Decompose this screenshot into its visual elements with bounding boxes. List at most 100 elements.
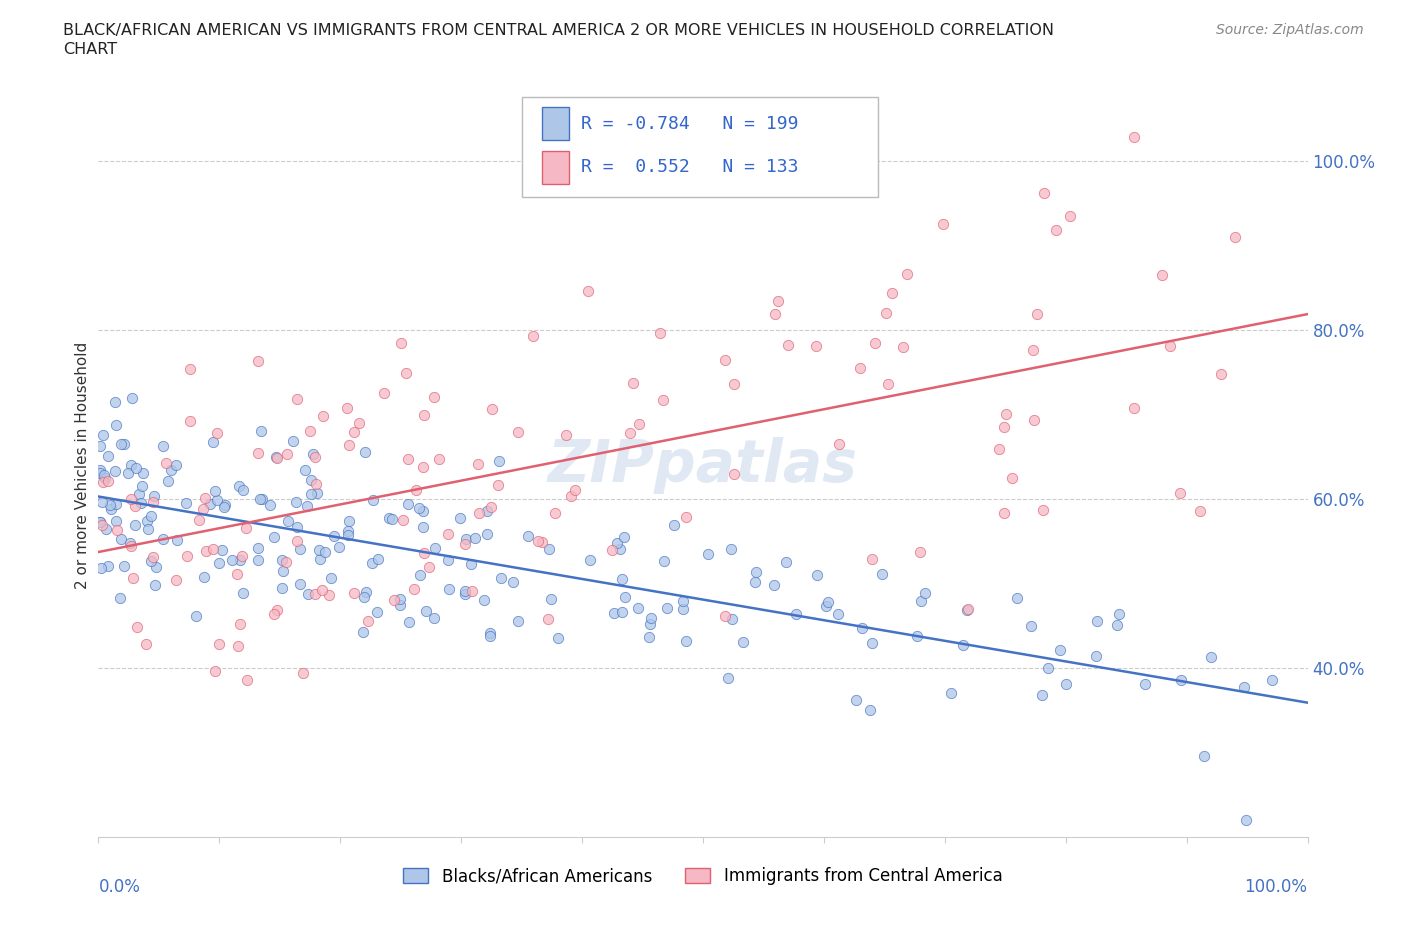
Point (104, 513, 127, 528)
Point (112, 559, 135, 574)
Point (1201, 650, 1223, 665)
Point (373, 386, 395, 401)
Point (179, 362, 201, 377)
Point (1084, 649, 1107, 664)
Point (195, 543, 218, 558)
Point (672, 602, 695, 617)
Point (184, 608, 207, 623)
Point (1031, 687, 1053, 702)
Point (89, 514, 111, 529)
Point (863, 336, 886, 351)
Point (356, 585, 378, 600)
Point (502, 575, 524, 590)
Point (152, 531, 174, 546)
Point (1168, 485, 1191, 500)
Point (652, 553, 675, 568)
Point (246, 540, 269, 555)
Point (785, 606, 807, 621)
Point (454, 531, 477, 546)
Point (437, 553, 460, 568)
Point (308, 551, 330, 566)
Point (337, 513, 360, 528)
Point (347, 416, 370, 431)
Point (302, 446, 325, 461)
Point (259, 498, 281, 512)
Point (337, 438, 360, 453)
Point (762, 578, 785, 592)
Text: 100.0%: 100.0% (1244, 878, 1308, 896)
Point (1024, 412, 1046, 427)
Point (284, 495, 307, 510)
Point (252, 492, 274, 507)
Point (121, 391, 143, 405)
Point (657, 600, 679, 615)
Point (249, 492, 271, 507)
Point (285, 533, 308, 548)
Legend: Blacks/African Americans, Immigrants from Central America: Blacks/African Americans, Immigrants fro… (396, 860, 1010, 892)
Point (775, 554, 797, 569)
Point (995, 406, 1018, 421)
Point (124, 518, 146, 533)
Point (1123, 401, 1146, 416)
Point (845, 693, 868, 708)
Point (555, 428, 578, 443)
Point (291, 666, 314, 681)
Point (145, 560, 167, 575)
Point (1159, 339, 1181, 353)
Point (508, 424, 530, 439)
Point (478, 629, 501, 644)
Point (128, 486, 150, 501)
Point (418, 559, 440, 574)
Point (1022, 342, 1045, 357)
Point (105, 523, 128, 538)
Point (1260, 672, 1282, 687)
Point (135, 513, 157, 528)
Point (288, 541, 311, 556)
Point (910, 593, 932, 608)
Point (939, 685, 962, 700)
Text: ZIPpatlas: ZIPpatlas (548, 436, 858, 494)
Point (93, 428, 115, 443)
Point (104, 394, 127, 409)
Point (263, 529, 285, 544)
Point (110, 436, 132, 451)
Point (208, 556, 231, 571)
Point (817, 595, 839, 610)
Point (882, 286, 904, 300)
Point (319, 570, 342, 585)
Point (859, 703, 882, 718)
Point (672, 593, 695, 608)
Point (398, 615, 420, 630)
Point (578, 552, 600, 567)
Point (91, 474, 114, 489)
Point (353, 445, 375, 459)
Point (100, 498, 122, 512)
Point (723, 467, 745, 482)
Point (454, 537, 477, 551)
Point (467, 457, 489, 472)
Point (848, 361, 870, 376)
Point (527, 534, 550, 549)
Point (229, 617, 252, 631)
Point (612, 604, 634, 619)
Point (1105, 618, 1128, 632)
Point (110, 591, 132, 605)
Point (1038, 660, 1060, 675)
Text: BLACK/AFRICAN AMERICAN VS IMMIGRANTS FROM CENTRAL AMERICA 2 OR MORE VEHICLES IN : BLACK/AFRICAN AMERICAN VS IMMIGRANTS FRO… (63, 23, 1054, 38)
Point (297, 498, 319, 513)
Point (201, 434, 224, 449)
Point (204, 663, 226, 678)
Point (100, 502, 122, 517)
Point (160, 463, 183, 478)
Text: Source: ZipAtlas.com: Source: ZipAtlas.com (1216, 23, 1364, 37)
Point (271, 564, 294, 578)
Point (285, 520, 308, 535)
Point (193, 570, 215, 585)
Point (328, 539, 350, 554)
Point (270, 580, 292, 595)
Point (124, 498, 146, 513)
Point (1108, 606, 1130, 621)
Point (1000, 471, 1022, 485)
Point (198, 497, 221, 512)
Point (156, 473, 179, 488)
